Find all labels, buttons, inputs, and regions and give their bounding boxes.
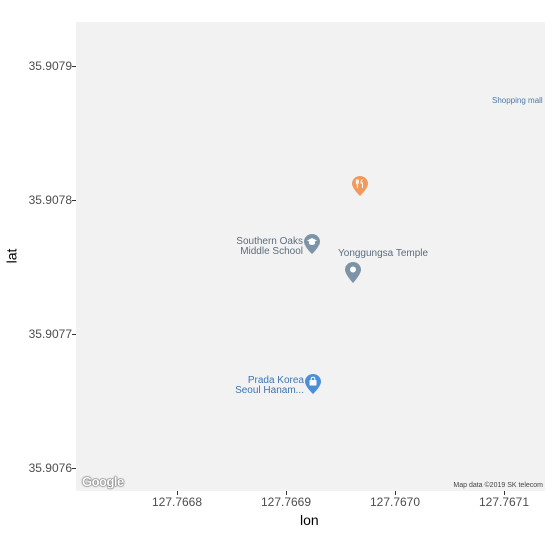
x-tick-mark bbox=[395, 491, 396, 495]
x-tick-label: 127.7671 bbox=[478, 495, 530, 509]
y-tick-label: 35.9076 bbox=[28, 461, 72, 475]
x-tick-mark bbox=[177, 491, 178, 495]
x-tick-label: 127.7668 bbox=[151, 495, 203, 509]
map-attribution: Map data ©2019 SK telecom bbox=[453, 482, 543, 489]
store-label-line2: Seoul Hanam... bbox=[235, 385, 304, 396]
store-label-line1: Prada Korea bbox=[247, 375, 304, 386]
y-tick-label: 35.9079 bbox=[28, 59, 72, 73]
y-tick-mark bbox=[72, 66, 76, 67]
shopping-mall-label[interactable]: Shopping mall bbox=[492, 96, 543, 105]
graduation-cap-icon[interactable] bbox=[304, 234, 320, 254]
y-tick-label: 35.9078 bbox=[28, 193, 72, 207]
y-tick-mark bbox=[72, 468, 76, 469]
y-tick-mark bbox=[72, 200, 76, 201]
school-label[interactable]: Southern Oaks Middle School bbox=[236, 237, 303, 257]
map-panel[interactable]: Shopping mall Southern Oaks Middle Schoo… bbox=[76, 22, 545, 491]
place-marker-icon[interactable] bbox=[345, 262, 361, 283]
store-label[interactable]: Prada Korea Seoul Hanam... bbox=[235, 376, 304, 396]
school-label-line1: Southern Oaks bbox=[236, 236, 303, 247]
x-tick-label: 127.7669 bbox=[260, 495, 312, 509]
x-tick-mark bbox=[286, 491, 287, 495]
y-tick-mark bbox=[72, 334, 76, 335]
y-tick-label: 35.9077 bbox=[28, 327, 72, 341]
x-tick-label: 127.7670 bbox=[369, 495, 421, 509]
restaurant-pin-icon[interactable] bbox=[352, 176, 368, 196]
x-axis-title: lon bbox=[300, 512, 319, 528]
shopping-bag-icon[interactable] bbox=[305, 374, 321, 394]
temple-label[interactable]: Yonggungsa Temple bbox=[338, 248, 429, 259]
google-logo: Google bbox=[82, 474, 124, 489]
school-label-line2: Middle School bbox=[240, 246, 303, 257]
y-axis-title: lat bbox=[3, 248, 20, 264]
x-tick-mark bbox=[504, 491, 505, 495]
